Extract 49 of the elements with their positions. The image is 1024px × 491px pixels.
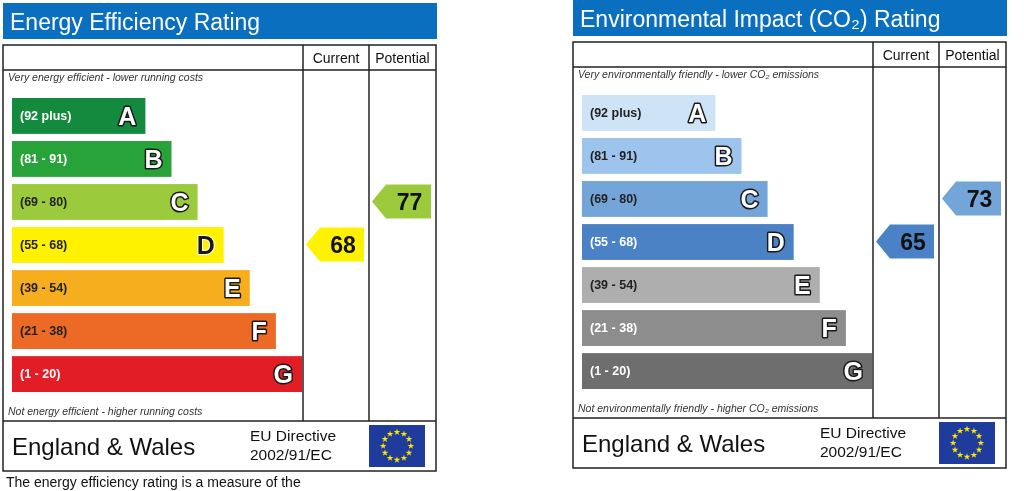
category-label: (21 - 38) (20, 324, 68, 339)
text: F (251, 316, 267, 345)
category-label: (21 - 38) (590, 321, 638, 336)
data-label: 73 (966, 185, 993, 212)
text: 2002/91/EC (820, 443, 902, 460)
text: A (688, 98, 707, 127)
category-label: (1 - 20) (20, 367, 61, 382)
text: Potential (945, 47, 1000, 63)
text: C (170, 187, 189, 216)
text: The energy efficiency rating is a measure of the (6, 474, 301, 490)
text: F (821, 313, 837, 342)
text: England & Wales (12, 433, 196, 460)
text: B (144, 144, 163, 173)
text: G (843, 356, 863, 385)
category-label: (69 - 80) (20, 195, 68, 210)
text: D (196, 230, 215, 259)
text: Very energy efficient - lower running costs (8, 71, 204, 83)
text: 2002/91/EC (250, 446, 332, 463)
text: Environmental Impact (CO₂) Rating (580, 6, 941, 32)
text: D (766, 227, 785, 256)
text: Potential (375, 50, 430, 66)
text: G (273, 359, 293, 388)
category-label: (92 plus) (20, 109, 72, 123)
data-label: 68 (330, 231, 356, 258)
text: E (224, 273, 241, 302)
category-label: (1 - 20) (590, 364, 631, 379)
category-label: (39 - 54) (590, 278, 638, 293)
text: A (118, 101, 137, 130)
text: C (740, 184, 759, 213)
data-label: 65 (900, 228, 926, 255)
text: Current (882, 47, 930, 63)
text: Current (312, 50, 360, 66)
category-label: (69 - 80) (590, 192, 638, 207)
text: Energy Efficiency Rating (10, 9, 261, 35)
category-label: (55 - 68) (590, 235, 638, 250)
text: Very environmentally friendly - lower CO₂ emissions (578, 68, 820, 80)
text: Not energy efficient - higher running costs (8, 405, 204, 417)
text: EU Directive (250, 427, 337, 444)
text: England & Wales (582, 430, 766, 457)
category-label: (55 - 68) (20, 238, 68, 253)
category-label: (81 - 91) (20, 152, 68, 167)
text: E (794, 270, 811, 299)
category-label: (39 - 54) (20, 281, 68, 296)
category-label: (92 plus) (590, 106, 642, 120)
category-label: (81 - 91) (590, 149, 638, 164)
text: EU Directive (820, 424, 907, 441)
text: B (714, 141, 733, 170)
data-label: 77 (396, 188, 423, 215)
text: Not environmentally friendly - higher CO₂ emissions (578, 402, 820, 414)
